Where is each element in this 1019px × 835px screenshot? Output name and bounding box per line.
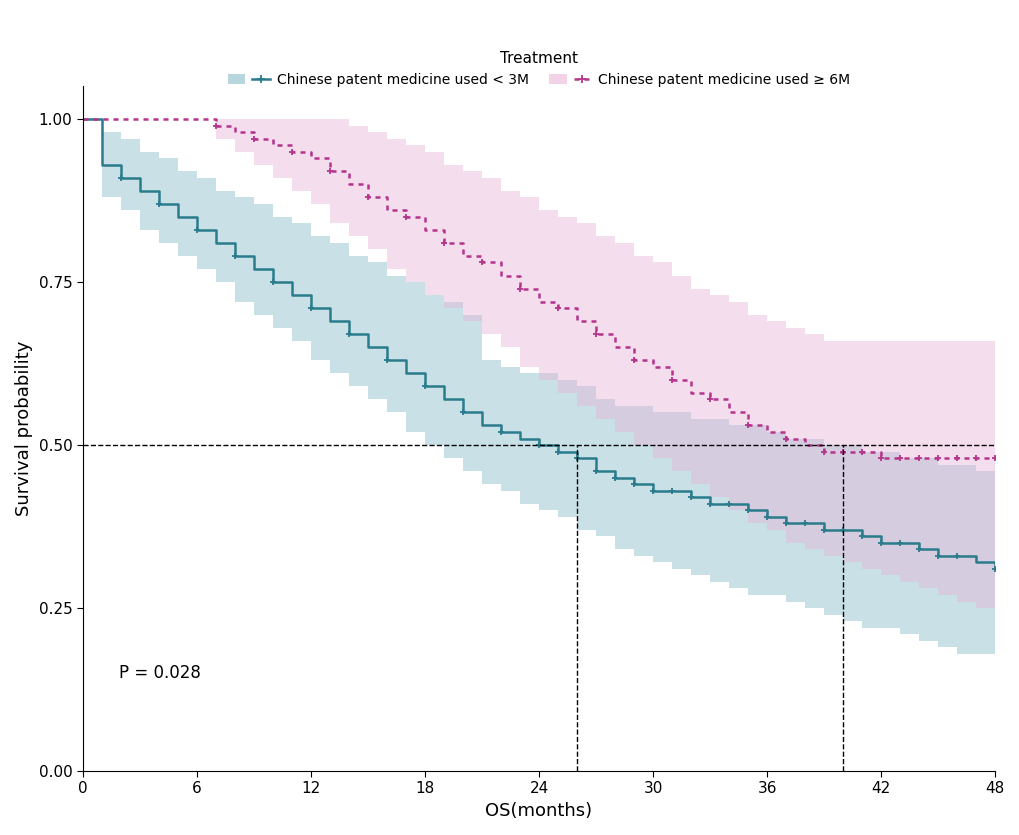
Legend: Chinese patent medicine used < 3M, Chinese patent medicine used ≥ 6M: Chinese patent medicine used < 3M, Chine… xyxy=(222,45,855,93)
Y-axis label: Survival probability: Survival probability xyxy=(15,341,33,516)
X-axis label: OS(months): OS(months) xyxy=(485,802,592,820)
Text: P = 0.028: P = 0.028 xyxy=(119,664,201,682)
